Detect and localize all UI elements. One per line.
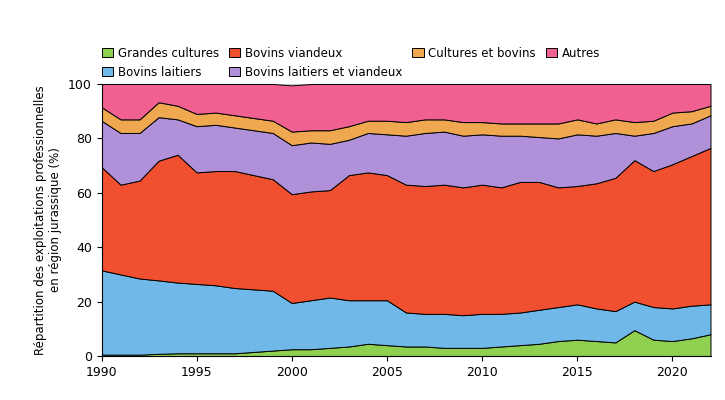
Legend: Grandes cultures, Bovins laitiers, Bovins viandeux, Bovins laitiers et viandeux,: Grandes cultures, Bovins laitiers, Bovin… [102, 47, 600, 78]
Y-axis label: Répartition des exploitations professionnelles
en région jurassique (%): Répartition des exploitations profession… [34, 85, 62, 355]
